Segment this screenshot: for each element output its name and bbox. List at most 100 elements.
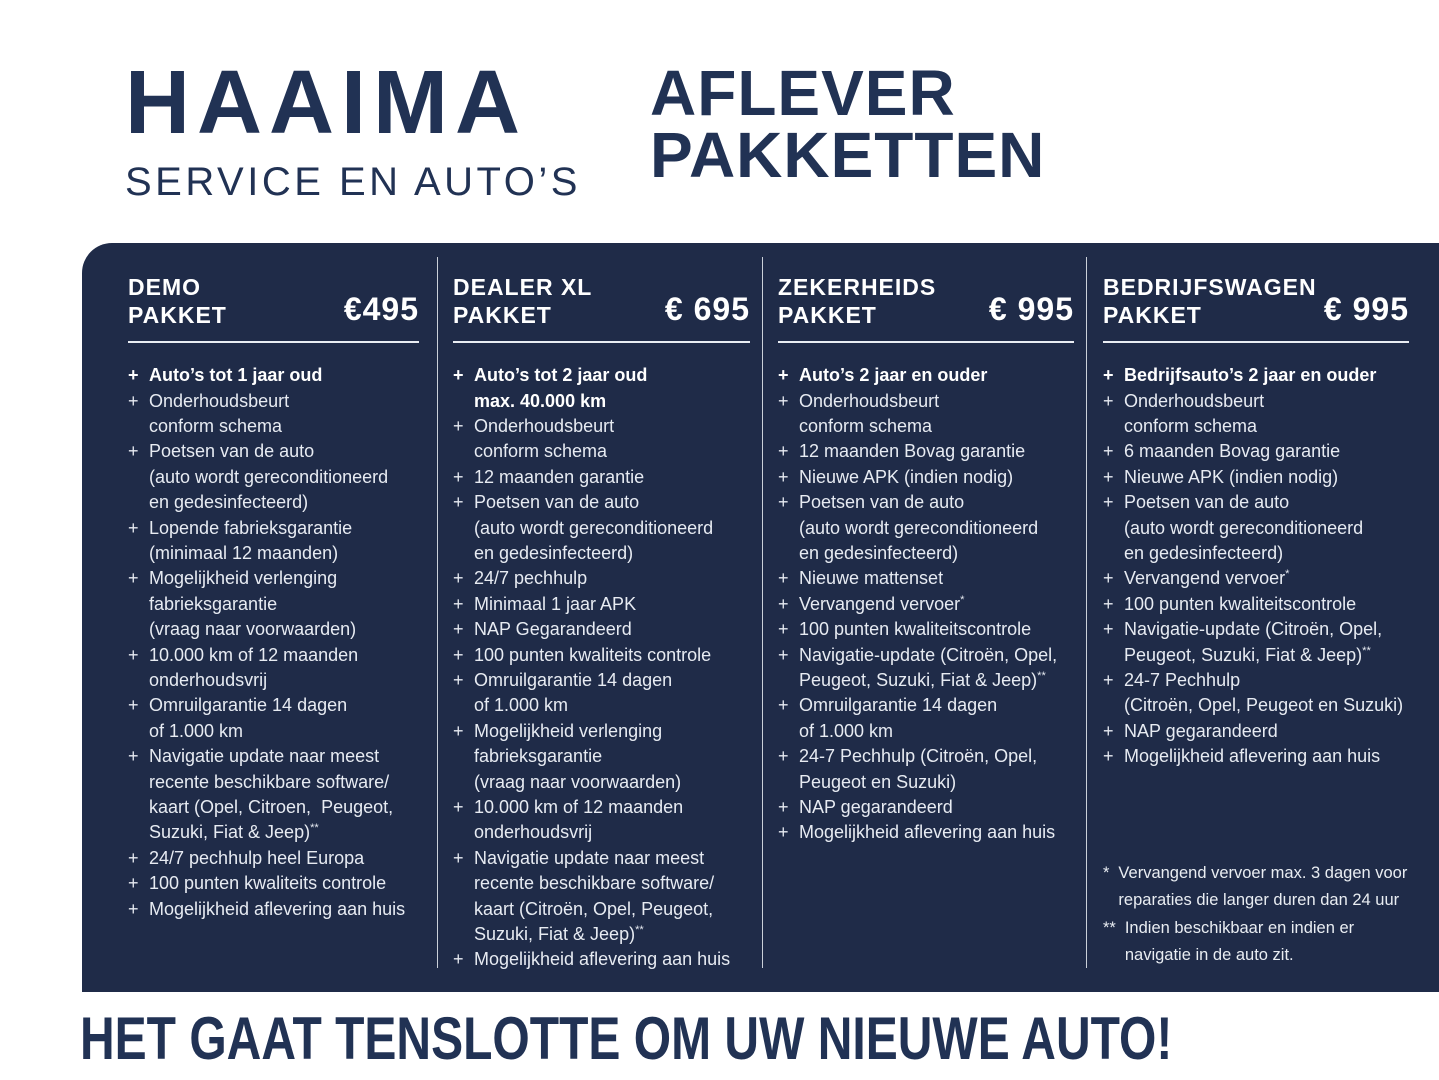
plus-bullet: + — [128, 746, 139, 767]
plus-bullet: + — [128, 441, 139, 462]
plus-bullet: + — [778, 390, 789, 411]
package-column: BEDRIJFSWAGEN PAKKET € 995 + Bedrijfsauto’s … — [1086, 243, 1439, 992]
package-item: + Navigatie-update (Citroën, Opel, Peugeot… — [778, 643, 1074, 694]
item-text: 10.000 km of 12 maanden onderhoudsvrij — [474, 797, 684, 843]
item-text: Vervangend vervoer* — [1124, 568, 1290, 589]
item-text: Nieuwe APK (indien nodig) — [1124, 466, 1339, 487]
item-text: Lopende fabrieksgarantie (minimaal 12 maa… — [149, 517, 353, 563]
package-item: +24-7 Pechhulp (Citroën, Opel, Peugeot en… — [778, 744, 1074, 795]
package-item: + Navigatie update naar meest recente besc… — [453, 846, 750, 948]
package-item: + Omruilgarantie 14 dagen of 1.000 km — [778, 693, 1074, 744]
package-item: +100 punten kwaliteitscontrole — [778, 617, 1074, 642]
item-text: 6 maanden Bovag garantie — [1124, 441, 1341, 462]
plus-bullet: + — [1103, 619, 1114, 640]
package-item-list: + Auto’s tot 1 jaar oud + Onderhoudsbeurt co… — [128, 363, 419, 922]
item-text: Onderhoudsbeurt conform schema — [149, 390, 290, 436]
plus-bullet: + — [778, 822, 789, 843]
item-text: 100 punten kwaliteits controle — [474, 644, 712, 665]
item-text: Poetsen van de auto (auto wordt gerecondi… — [474, 492, 714, 563]
logo-subtitle: SERVICE EN AUTO’S — [125, 160, 581, 204]
item-text: Vervangend vervoer* — [799, 593, 965, 614]
package-item: + NAP gegarandeerd — [778, 795, 1074, 820]
item-text: Mogelijkheid aflevering aan huis — [474, 949, 731, 970]
item-text: NAP gegarandeerd — [1124, 720, 1278, 741]
column-divider — [437, 257, 438, 968]
plus-bullet: + — [128, 644, 139, 665]
plus-bullet: + — [1103, 669, 1114, 690]
package-name: ZEKERHEIDS PAKKET — [778, 274, 937, 329]
asterisk-marker: ** — [1362, 644, 1371, 657]
footnote-text: Indien beschikbaar en indien er navigatie… — [1124, 918, 1355, 965]
item-text: Mogelijkheid aflevering aan huis — [1124, 746, 1381, 767]
item-text: Navigatie update naar meest recente besch… — [474, 847, 715, 945]
package-item: +100 punten kwaliteits controle — [453, 643, 750, 668]
footnote-text: Vervangend vervoer max. 3 dagen voor repa… — [1118, 863, 1408, 910]
package-price: €495 — [343, 291, 419, 328]
item-text: Onderhoudsbeurt conform schema — [474, 415, 615, 462]
plus-bullet: + — [453, 720, 464, 741]
plus-bullet: + — [778, 593, 789, 614]
plus-bullet: + — [128, 873, 139, 894]
logo: HAAIMA SERVICE EN AUTO’S — [125, 58, 581, 205]
package-item: + Minimaal 1 jaar APK — [453, 592, 750, 617]
footnote: ** Indien beschikbaar en indien er navigat… — [1103, 915, 1409, 970]
package-item-list: + Bedrijfsauto’s 2 jaar en ouder + Onderhou… — [1103, 363, 1409, 770]
package-item: +10.000 km of 12 maanden onderhoudsvrij — [453, 795, 750, 846]
package-price: € 995 — [1323, 291, 1409, 328]
item-text: Nieuwe APK (indien nodig) — [799, 466, 1014, 487]
plus-bullet: + — [778, 466, 789, 487]
asterisk-marker: * — [1285, 568, 1290, 581]
package-item: + Omruilgarantie 14 dagen of 1.000 km — [453, 668, 750, 719]
item-text: Navigatie-update (Citroën, Opel, Peugeot,… — [1124, 619, 1383, 665]
package-item: + Mogelijkheid verlenging fabrieksgarantie… — [128, 566, 419, 642]
footnote: * Vervangend vervoer max. 3 dagen voor rep… — [1103, 860, 1409, 915]
item-text: 24-7 Pechhulp (Citroën, Opel, Peugeot en … — [799, 746, 1038, 792]
plus-bullet: + — [128, 517, 139, 538]
page-title-line2: PAKKETTEN — [650, 119, 1046, 192]
package-item: + Auto’s tot 2 jaar oud max. 40.000 km — [453, 363, 750, 414]
package-item: +24/7 pechhulp — [453, 566, 750, 591]
package-item: + Navigatie update naar meest recente besc… — [128, 744, 419, 846]
plus-bullet: + — [128, 365, 139, 386]
column-divider — [1086, 257, 1087, 968]
package-item: + Poetsen van de auto (auto wordt gerecond… — [1103, 490, 1409, 566]
package-item: + Lopende fabrieksgarantie (minimaal 12 ma… — [128, 516, 419, 567]
package-item: + Poetsen van de auto (auto wordt gerecond… — [453, 490, 750, 566]
item-text: Mogelijkheid aflevering aan huis — [799, 822, 1056, 843]
package-item: + Mogelijkheid verlenging fabrieksgarantie… — [453, 719, 750, 795]
package-item: + Auto’s 2 jaar en ouder — [778, 363, 1074, 388]
item-text: Poetsen van de auto (auto wordt gerecondi… — [799, 492, 1039, 563]
package-item: + Nieuwe APK (indien nodig) — [778, 465, 1074, 490]
package-item: +10.000 km of 12 maanden onderhoudsvrij — [128, 643, 419, 694]
package-item-list: + Auto’s tot 2 jaar oud max. 40.000 km + Ond… — [453, 363, 750, 973]
item-text: 10.000 km of 12 maanden onderhoudsvrij — [149, 644, 359, 690]
package-item: + Mogelijkheid aflevering aan huis — [1103, 744, 1409, 769]
item-text: Omruilgarantie 14 dagen of 1.000 km — [149, 695, 348, 741]
item-text: Onderhoudsbeurt conform schema — [799, 390, 940, 436]
item-text: Mogelijkheid verlenging fabrieksgarantie(… — [149, 568, 357, 640]
package-name: BEDRIJFSWAGEN PAKKET — [1103, 274, 1317, 329]
plus-bullet: + — [1103, 568, 1114, 589]
plus-bullet: + — [778, 619, 789, 640]
item-text: Auto’s tot 2 jaar oud max. 40.000 km — [474, 365, 648, 411]
plus-bullet: + — [1103, 466, 1114, 487]
plus-bullet: + — [453, 619, 464, 640]
package-item: + Onderhoudsbeurt conform schema — [1103, 389, 1409, 440]
package-item: + NAP gegarandeerd — [1103, 719, 1409, 744]
item-text: Navigatie-update (Citroën, Opel, Peugeot,… — [799, 644, 1058, 690]
package-underline — [128, 341, 419, 344]
package-item: + Onderhoudsbeurt conform schema — [128, 389, 419, 440]
package-item: + NAP Gegarandeerd — [453, 617, 750, 642]
package-column: ZEKERHEIDS PAKKET € 995 + Auto’s 2 jaar en o… — [762, 243, 1086, 992]
package-item: + Poetsen van de auto (auto wordt gerecond… — [778, 490, 1074, 566]
plus-bullet: + — [778, 695, 789, 716]
packages-panel: DEMO PAKKET €495 + Auto’s tot 1 jaar oud + Ond… — [82, 243, 1439, 992]
item-text: Bedrijfsauto’s 2 jaar en ouder — [1124, 365, 1377, 386]
item-text: 100 punten kwaliteitscontrole — [1124, 593, 1357, 614]
package-header: DEMO PAKKET €495 — [128, 273, 419, 329]
asterisk-marker: ** — [635, 924, 644, 937]
asterisk-marker: ** — [1037, 669, 1046, 682]
package-name: DEMO PAKKET — [128, 274, 227, 329]
item-text: 100 punten kwaliteitscontrole — [799, 619, 1032, 640]
packages-grid: DEMO PAKKET €495 + Auto’s tot 1 jaar oud + Ond… — [82, 243, 1439, 992]
